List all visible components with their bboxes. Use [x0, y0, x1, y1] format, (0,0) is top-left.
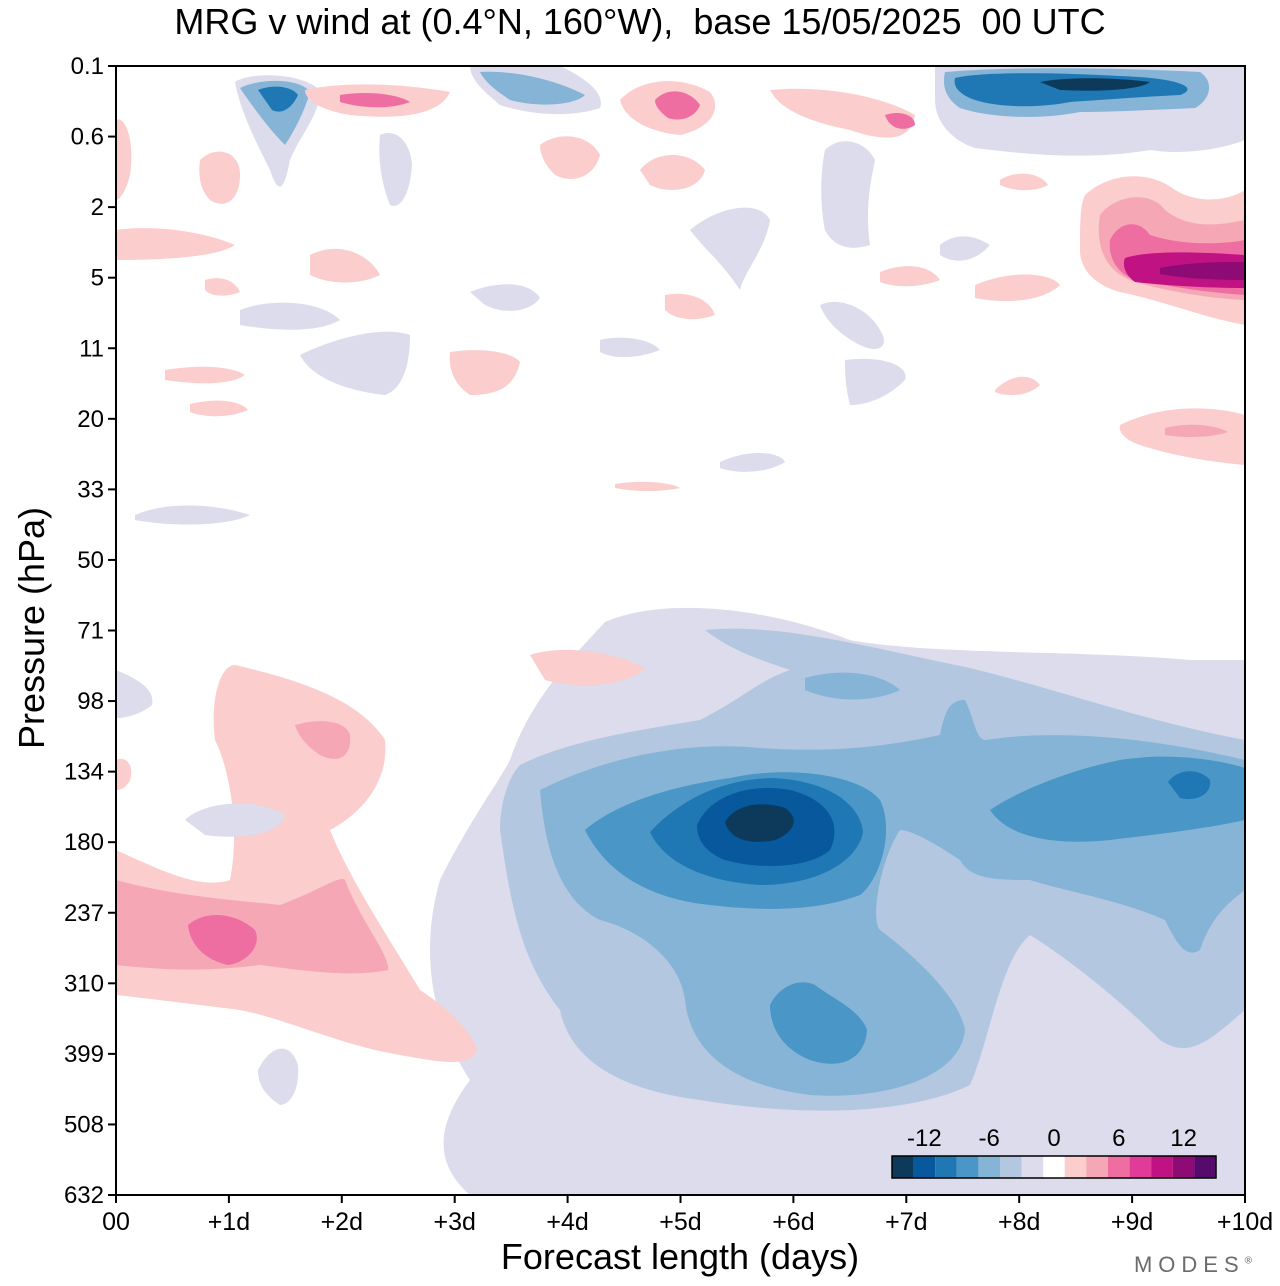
contour-top-neg-22	[600, 338, 660, 357]
legend-swatch	[1000, 1156, 1022, 1178]
contour-chart: 0.1 0.6 2 5 11 20 33 50 71 98 134 180 237 310 399 508 63…	[0, 0, 1280, 1286]
legend-swatch	[1043, 1156, 1065, 1178]
legend-label: 6	[1112, 1125, 1125, 1152]
legend-swatch	[1065, 1156, 1087, 1178]
y-tick-label: 180	[64, 829, 104, 856]
contour-top-pos-18	[880, 266, 940, 286]
contour-top-pos-27	[665, 294, 715, 319]
contour-top-pos-16	[310, 249, 380, 283]
x-tick-label: +8d	[998, 1208, 1040, 1236]
y-axis: 0.1 0.6 2 5 11 20 33 50 71 98 134 180 237 310 399 508 63…	[64, 53, 116, 1209]
contour-top-neg-19	[940, 236, 990, 260]
x-tick-label: +4d	[546, 1208, 588, 1236]
y-tick-label: 237	[64, 900, 104, 927]
contour-top-pos-15	[116, 228, 235, 260]
contour-top-neg-15	[470, 284, 540, 311]
contour-neg-small-2	[258, 1049, 298, 1105]
x-tick-label: +9d	[1111, 1208, 1153, 1236]
x-tick-label: +6d	[772, 1208, 814, 1236]
contour-top-pos-29	[615, 482, 680, 491]
y-tick-label: 33	[77, 476, 104, 503]
contour-top-neg-14	[845, 359, 906, 405]
y-tick-label: 399	[64, 1041, 104, 1068]
legend-swatch	[1173, 1156, 1195, 1178]
y-tick-label: 2	[91, 194, 104, 221]
y-tick-label: 98	[77, 688, 104, 715]
y-tick-label: 50	[77, 547, 104, 574]
contour-top-neg-10	[821, 141, 875, 247]
y-tick-label: 0.1	[71, 53, 104, 80]
x-axis: 00 +1d +2d +3d +4d +5d +6d +7d +8d +9d +10d	[102, 1195, 1273, 1236]
contour-top-pos-12	[640, 155, 705, 190]
x-tick-label: +1d	[208, 1208, 250, 1236]
legend-swatch	[1130, 1156, 1152, 1178]
legend-label: 12	[1170, 1125, 1197, 1152]
legend-swatch	[892, 1156, 914, 1178]
x-tick-label: +3d	[433, 1208, 475, 1236]
y-tick-label: 11	[79, 335, 104, 362]
contour-top-neg-17	[135, 506, 250, 525]
x-tick-label: +10d	[1217, 1208, 1273, 1236]
legend-swatch	[1022, 1156, 1044, 1178]
y-tick-label: 20	[77, 406, 104, 433]
y-tick-label: 134	[64, 759, 104, 786]
contour-top-pos-14	[199, 152, 240, 204]
y-tick-label: 71	[77, 618, 104, 645]
contour-top-neg-13	[820, 302, 884, 349]
x-tick-label: +5d	[659, 1208, 701, 1236]
y-tick-label: 508	[64, 1111, 104, 1138]
x-tick-label: +7d	[885, 1208, 927, 1236]
contour-top-neg-21	[379, 133, 412, 206]
legend-swatch	[1194, 1156, 1216, 1178]
contour-top-pos-28	[205, 278, 240, 296]
contour-top-neg-12	[300, 332, 410, 395]
contour-top-pos-24	[995, 377, 1040, 395]
legend-swatch	[978, 1156, 1000, 1178]
legend-label: 0	[1047, 1125, 1060, 1152]
x-tick-label: +2d	[321, 1208, 363, 1236]
y-tick-label: 0.6	[71, 124, 104, 151]
y-tick-label: 310	[64, 970, 104, 997]
contour-top-neg-18	[720, 453, 785, 472]
y-tick-label: 5	[91, 265, 104, 292]
contour-top-neg-16	[240, 303, 340, 330]
legend-swatch	[1108, 1156, 1130, 1178]
legend-swatch	[1086, 1156, 1108, 1178]
contour-pos-1b	[116, 759, 131, 790]
contour-top-pos-26	[116, 119, 131, 200]
contour-top-pos-25	[1000, 174, 1048, 191]
contour-top-pos-19	[450, 350, 520, 395]
legend-swatch	[935, 1156, 957, 1178]
contour-fill-layer	[116, 66, 1245, 1195]
x-tick-label: 00	[102, 1208, 130, 1236]
contour-top-pos-13	[540, 136, 600, 179]
contour-neg-small-3	[116, 670, 152, 718]
contour-top-pos-21	[190, 401, 248, 417]
contour-top-pos-20	[165, 367, 245, 384]
legend-label: -6	[979, 1125, 1000, 1152]
legend-swatch	[957, 1156, 979, 1178]
legend-label: -12	[907, 1125, 942, 1152]
contour-top-pos-17	[975, 274, 1060, 301]
legend-swatch	[914, 1156, 936, 1178]
y-tick-label: 632	[64, 1182, 104, 1209]
contour-top-neg-11	[690, 208, 770, 290]
legend-swatch	[1151, 1156, 1173, 1178]
contour-pos-1	[116, 665, 477, 1062]
